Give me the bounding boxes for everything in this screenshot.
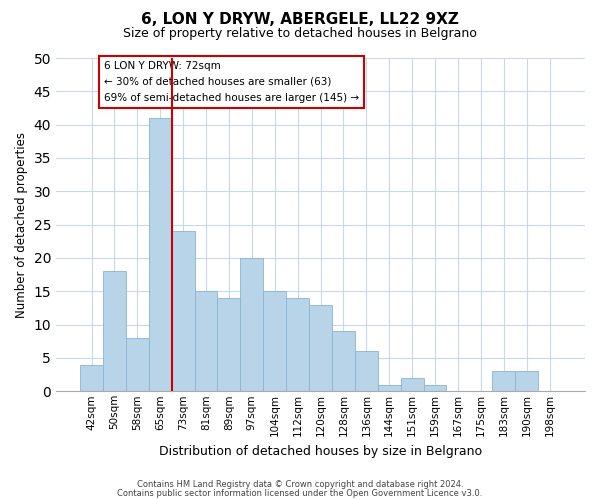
Text: 6 LON Y DRYW: 72sqm
← 30% of detached houses are smaller (63)
69% of semi-detach: 6 LON Y DRYW: 72sqm ← 30% of detached ho… xyxy=(104,62,359,102)
Text: Contains public sector information licensed under the Open Government Licence v3: Contains public sector information licen… xyxy=(118,489,482,498)
Bar xyxy=(515,372,538,392)
Y-axis label: Number of detached properties: Number of detached properties xyxy=(15,132,28,318)
Text: Size of property relative to detached houses in Belgrano: Size of property relative to detached ho… xyxy=(123,28,477,40)
Bar xyxy=(126,338,149,392)
Text: Contains HM Land Registry data © Crown copyright and database right 2024.: Contains HM Land Registry data © Crown c… xyxy=(137,480,463,489)
Bar xyxy=(80,364,103,392)
Bar xyxy=(149,118,172,392)
X-axis label: Distribution of detached houses by size in Belgrano: Distribution of detached houses by size … xyxy=(159,444,482,458)
Bar xyxy=(424,384,446,392)
Bar xyxy=(309,304,332,392)
Bar xyxy=(172,232,194,392)
Bar xyxy=(332,332,355,392)
Bar xyxy=(401,378,424,392)
Bar xyxy=(286,298,309,392)
Bar xyxy=(217,298,241,392)
Bar xyxy=(263,292,286,392)
Bar xyxy=(355,352,378,392)
Text: 6, LON Y DRYW, ABERGELE, LL22 9XZ: 6, LON Y DRYW, ABERGELE, LL22 9XZ xyxy=(141,12,459,28)
Bar xyxy=(103,272,126,392)
Bar xyxy=(194,292,217,392)
Bar xyxy=(378,384,401,392)
Bar xyxy=(241,258,263,392)
Bar xyxy=(492,372,515,392)
